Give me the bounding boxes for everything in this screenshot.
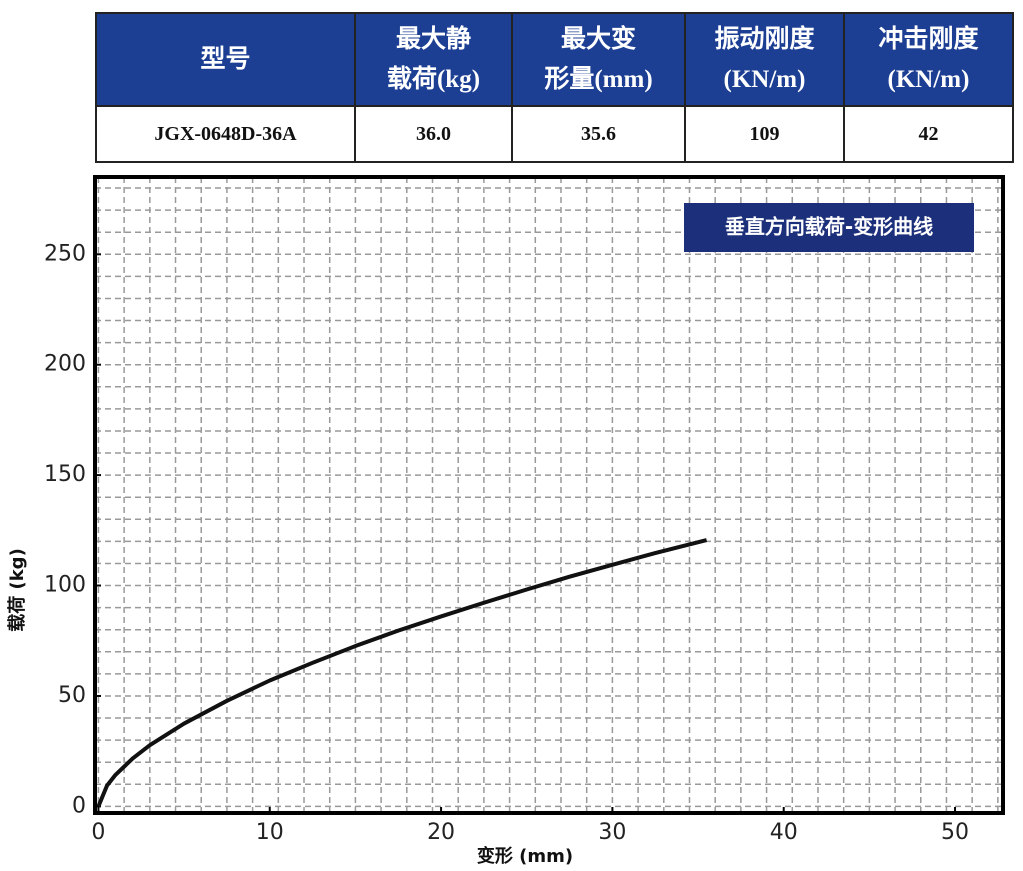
data-cell: 35.6 — [511, 105, 686, 163]
header-cell: 冲击刚度 (KN/m) — [843, 12, 1014, 107]
y-tick-label: 200 — [44, 352, 86, 377]
y-axis-label: 载荷 (kg) — [6, 548, 28, 632]
data-cell: JGX-0648D-36A — [95, 105, 356, 163]
annotation: 垂直方向载荷-变形曲线 — [725, 215, 933, 239]
x-tick-label: 50 — [941, 820, 969, 845]
plot-frame — [93, 175, 1005, 815]
spec-table: 型号 最大静 载荷(kg) 最大变 形量(mm) 振动刚度 (KN/m) 冲击刚度 (KN/m)… — [95, 12, 1014, 163]
x-tick-label: 10 — [256, 820, 284, 845]
x-tick-label: 0 — [91, 820, 105, 845]
header-cell: 最大静载荷(kg) — [354, 12, 513, 107]
header-text: 型号 — [200, 45, 251, 73]
y-tick-label: 150 — [44, 462, 86, 487]
header-text: (KN/m) — [887, 65, 970, 93]
header-text: 冲击刚度 — [878, 25, 979, 53]
header-text: 形量(mm) — [544, 65, 653, 93]
y-tick-label: 100 — [44, 573, 86, 598]
header-cell: 型号 — [95, 12, 356, 107]
x-axis-label: 变形 (mm) — [477, 845, 573, 867]
header-text: 振动刚度 — [714, 25, 815, 53]
header-text: 最大静 — [395, 25, 471, 53]
x-tick-label: 40 — [770, 820, 798, 845]
header-text: (KN/m) — [723, 65, 806, 93]
header-text: 最大变 — [560, 25, 636, 53]
header-row: 型号 最大静 载荷(kg) 最大变 形量(mm) 振动刚度 (KN/m) 冲击刚度 (KN/m) — [95, 12, 1014, 107]
data-line — [96, 538, 708, 808]
y-tick-label: 50 — [58, 683, 86, 708]
annotation-box — [684, 203, 974, 252]
y-tick-label: 0 — [72, 793, 86, 818]
x-tick-label: 20 — [427, 820, 455, 845]
data-cell: 36.0 — [354, 105, 513, 163]
data-cell: 42 — [843, 105, 1014, 163]
data-cell: 109 — [684, 105, 845, 163]
data-row: JGX-0648D-36A 36.0 35.6 109 42 — [95, 105, 1014, 163]
header-text: 载荷(kg) — [386, 65, 481, 93]
x-tick-label: 30 — [598, 820, 626, 845]
header-cell: 振动刚度 (KN/m) — [684, 12, 845, 107]
y-tick-label: 250 — [44, 241, 86, 266]
header-cell: 最大变形量(mm) — [511, 12, 686, 107]
